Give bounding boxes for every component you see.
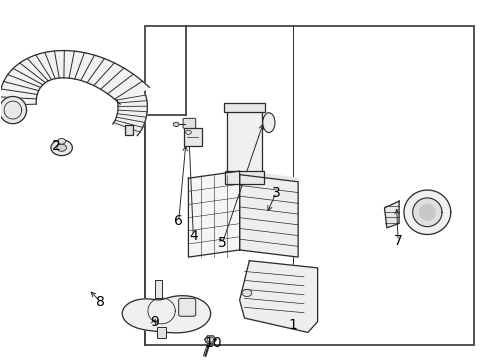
- Bar: [155, 280, 161, 298]
- Polygon shape: [188, 171, 239, 257]
- Bar: [124, 125, 133, 135]
- Polygon shape: [0, 50, 149, 105]
- Bar: [144, 26, 473, 345]
- Bar: [227, 108, 261, 173]
- Polygon shape: [403, 190, 450, 234]
- Circle shape: [51, 140, 72, 156]
- Text: 7: 7: [393, 234, 402, 248]
- Text: 10: 10: [203, 336, 221, 350]
- Polygon shape: [239, 171, 298, 182]
- Text: 4: 4: [188, 229, 197, 243]
- Bar: [223, 103, 265, 112]
- Bar: [224, 171, 264, 184]
- Polygon shape: [384, 201, 398, 228]
- Polygon shape: [113, 95, 147, 136]
- Polygon shape: [239, 175, 298, 257]
- Polygon shape: [0, 96, 26, 124]
- Ellipse shape: [262, 113, 274, 132]
- Polygon shape: [122, 296, 210, 333]
- Circle shape: [58, 138, 65, 144]
- FancyBboxPatch shape: [178, 298, 195, 316]
- Text: 5: 5: [218, 236, 226, 250]
- Polygon shape: [204, 336, 216, 343]
- Polygon shape: [412, 198, 441, 226]
- Polygon shape: [239, 261, 317, 332]
- Bar: [183, 128, 202, 146]
- Text: 6: 6: [174, 214, 183, 228]
- Circle shape: [57, 144, 66, 151]
- Polygon shape: [419, 204, 434, 220]
- Text: 1: 1: [288, 318, 297, 332]
- Circle shape: [242, 289, 251, 297]
- Bar: [157, 327, 166, 338]
- Text: 2: 2: [52, 139, 61, 153]
- Text: 3: 3: [271, 185, 280, 199]
- FancyBboxPatch shape: [183, 118, 195, 129]
- Circle shape: [185, 130, 191, 134]
- Circle shape: [173, 122, 179, 127]
- Text: 8: 8: [96, 295, 105, 309]
- Text: 9: 9: [149, 315, 159, 329]
